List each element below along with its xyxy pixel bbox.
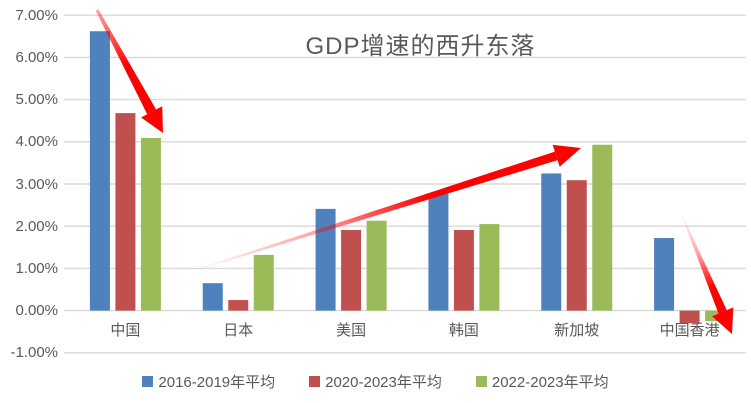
legend-swatch-icon [142, 375, 154, 387]
y-tick-label: 5.00% [15, 91, 58, 109]
legend-label: 2022-2023年平均 [491, 373, 609, 391]
x-category-label: 新加坡 [554, 321, 600, 339]
y-tick-label: 0.00% [15, 302, 58, 320]
legend-item: 2020-2023年平均 [309, 371, 442, 392]
x-category-label: 中国香港 [659, 321, 720, 339]
x-category-label: 日本 [223, 321, 254, 339]
x-category-label: 美国 [336, 321, 367, 339]
y-tick-label: 4.00% [15, 133, 58, 151]
y-tick-label: 1.00% [15, 259, 58, 277]
y-tick-label: -1.00% [10, 344, 58, 362]
legend-item: 2016-2019年平均 [142, 371, 275, 392]
y-tick-label: 3.00% [15, 175, 58, 193]
y-tick-label: 2.00% [15, 217, 58, 235]
chart-title: GDP增速的西升东落 [305, 33, 536, 60]
legend-item: 2022-2023年平均 [475, 371, 609, 392]
y-tick-label: 7.00% [15, 6, 58, 24]
x-category-label: 中国 [110, 321, 141, 339]
legend: 2016-2019年平均 2020-2023年平均 2022-2023年平均 [0, 368, 751, 394]
y-tick-label: 6.00% [15, 48, 58, 66]
legend-swatch-icon [309, 375, 321, 387]
x-category-label: 韩国 [448, 321, 479, 339]
legend-label: 2016-2019年平均 [158, 373, 276, 391]
legend-label: 2020-2023年平均 [325, 373, 442, 391]
legend-swatch-icon [475, 375, 487, 387]
